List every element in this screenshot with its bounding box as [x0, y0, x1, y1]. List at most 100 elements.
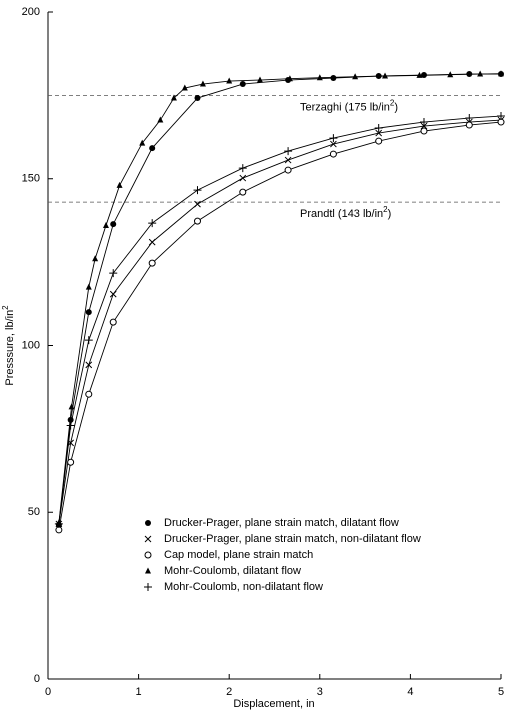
- marker: [145, 520, 151, 526]
- y-tick-label: 150: [22, 173, 40, 185]
- marker: [420, 127, 428, 135]
- legend-entry: Cap model, plane strain match: [144, 549, 313, 561]
- text-part: ): [388, 208, 392, 220]
- text-part: Terzaghi (175 lb/in: [300, 101, 390, 113]
- marker: [194, 95, 201, 102]
- series-line: [58, 119, 502, 524]
- marker: [329, 150, 337, 158]
- legend-label: Drucker-Prager, plane strain match, dila…: [164, 517, 399, 529]
- marker: [375, 73, 382, 80]
- legend-label: Mohr-Coulomb, non-dilatant flow: [164, 581, 323, 593]
- marker: [465, 114, 474, 123]
- marker: [199, 80, 206, 87]
- marker: [110, 221, 117, 228]
- superscript: 2: [390, 98, 395, 107]
- marker: [193, 186, 202, 195]
- x-tick-label: 0: [45, 686, 51, 698]
- legend-label: Drucker-Prager, plane strain match, non-…: [164, 533, 421, 545]
- marker: [447, 71, 454, 78]
- marker: [382, 72, 389, 79]
- marker: [67, 439, 75, 447]
- marker: [226, 77, 233, 84]
- legend-entry: Mohr-Coulomb, dilatant flow: [145, 565, 301, 577]
- marker: [181, 84, 188, 91]
- marker: [498, 70, 504, 77]
- reference-label: Prandtl (143 lb/in2): [300, 205, 391, 220]
- marker: [477, 70, 484, 77]
- marker: [352, 73, 359, 80]
- marker: [329, 134, 338, 143]
- legend-entry: Drucker-Prager, plane strain match, dila…: [145, 517, 399, 529]
- marker: [85, 390, 93, 398]
- series-line: [58, 121, 502, 531]
- x-tick-label: 5: [498, 686, 504, 698]
- marker: [416, 71, 423, 78]
- series-line: [58, 73, 501, 525]
- marker: [420, 72, 427, 79]
- marker: [284, 156, 292, 164]
- marker: [375, 129, 383, 137]
- text-part: ): [394, 101, 398, 113]
- marker: [67, 416, 74, 423]
- marker: [85, 361, 93, 369]
- marker: [109, 290, 117, 298]
- marker: [145, 567, 151, 574]
- x-tick-label: 1: [136, 686, 142, 698]
- marker: [139, 139, 146, 146]
- marker: [144, 583, 152, 591]
- superscript: 2: [383, 205, 388, 214]
- marker: [330, 75, 337, 82]
- x-tick-label: 4: [407, 686, 413, 698]
- marker: [497, 112, 505, 121]
- marker: [148, 259, 156, 267]
- marker: [85, 309, 92, 316]
- y-axis-label: Presssure, lb/in2: [1, 305, 16, 386]
- x-tick-label: 2: [226, 686, 232, 698]
- legend-label: Cap model, plane strain match: [164, 549, 313, 561]
- marker: [466, 71, 473, 78]
- marker: [102, 221, 109, 228]
- y-tick-label: 0: [34, 673, 40, 685]
- marker: [375, 137, 383, 145]
- marker: [284, 166, 292, 174]
- x-tick-label: 3: [317, 686, 323, 698]
- marker: [116, 181, 123, 188]
- marker: [67, 458, 75, 466]
- legend-entry: Drucker-Prager, plane strain match, non-…: [144, 533, 421, 545]
- marker: [330, 140, 337, 148]
- text-part: Presssure, lb/in: [4, 310, 16, 386]
- y-tick-label: 50: [28, 506, 40, 518]
- marker: [420, 122, 428, 130]
- marker: [465, 121, 473, 129]
- marker: [284, 147, 293, 156]
- marker: [194, 200, 201, 208]
- marker: [144, 535, 152, 543]
- legend-label: Mohr-Coulomb, dilatant flow: [164, 565, 301, 577]
- marker: [239, 81, 246, 88]
- series-line: [58, 115, 502, 524]
- marker: [239, 174, 247, 182]
- marker: [148, 238, 156, 246]
- marker: [170, 94, 177, 101]
- marker: [257, 76, 264, 83]
- marker: [239, 188, 247, 196]
- superscript: 2: [1, 305, 10, 310]
- x-axis-label: Displacement, in: [233, 698, 314, 710]
- legend-entry: Mohr-Coulomb, non-dilatant flow: [144, 581, 323, 593]
- series-line: [58, 73, 502, 523]
- marker: [374, 124, 383, 133]
- y-tick-label: 100: [22, 339, 40, 351]
- marker: [66, 421, 75, 430]
- y-tick-label: 200: [22, 6, 40, 18]
- marker: [109, 318, 117, 326]
- reference-label: Terzaghi (175 lb/in2): [300, 98, 398, 113]
- marker: [85, 283, 92, 290]
- marker: [238, 164, 247, 173]
- marker: [157, 116, 164, 123]
- marker: [68, 403, 75, 410]
- text-part: Prandtl (143 lb/in: [300, 208, 383, 220]
- marker: [316, 74, 323, 81]
- marker: [92, 255, 99, 262]
- marker: [84, 336, 93, 345]
